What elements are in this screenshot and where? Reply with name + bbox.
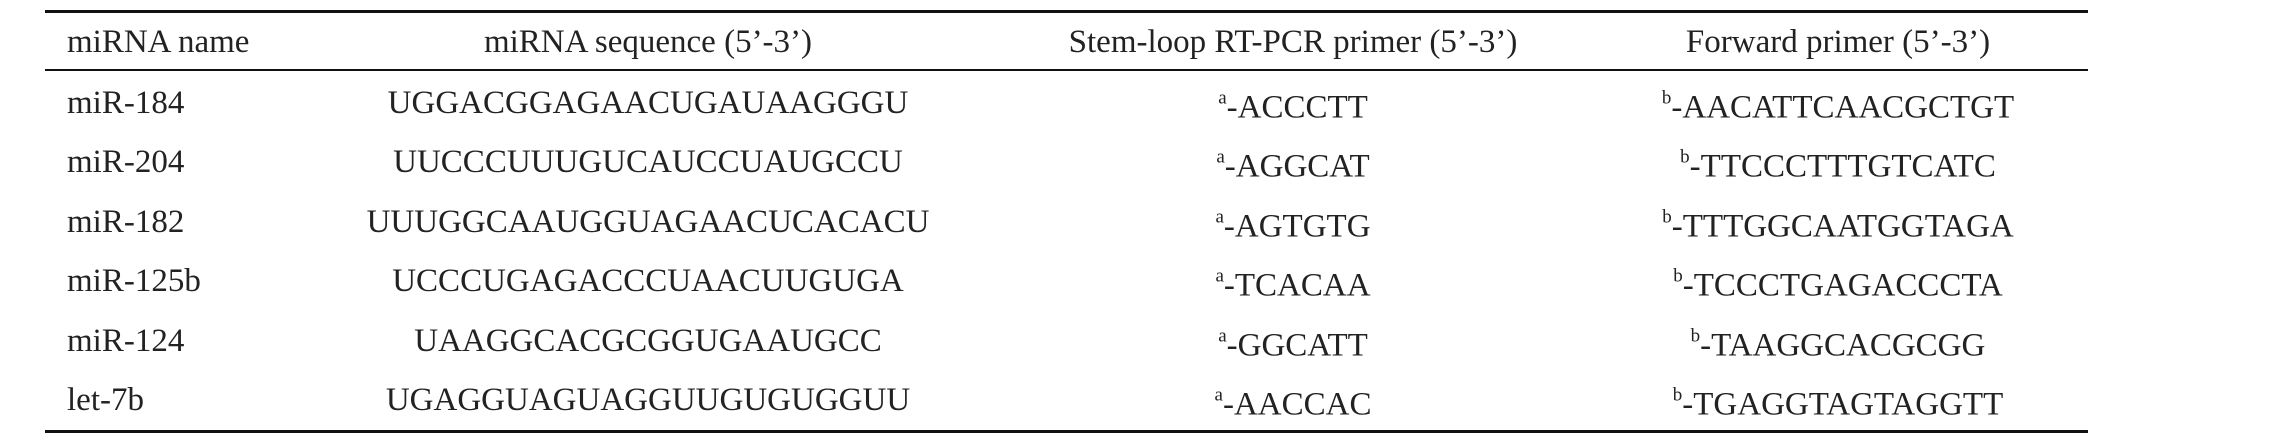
table-cell: a-GGCATT (1218, 316, 1368, 365)
primer-text: -TCCCTGAGACCCTA (1682, 267, 2003, 304)
bottom-rule (45, 430, 2088, 433)
footnote-mark: b (1662, 206, 1672, 228)
header-cell: miRNA name (67, 24, 250, 60)
footnote-mark: b (1680, 146, 1690, 168)
footnote-mark: a (1218, 325, 1227, 347)
primer-text: -AGGCAT (1224, 148, 1370, 185)
table-cell: UGAGGUAGUAGGUUGUGUGGUU (385, 382, 911, 418)
table-cell: miR-184 (67, 85, 185, 121)
header-rule (45, 69, 2088, 71)
primer-text: -AACATTCAACGCTGT (1671, 89, 2015, 126)
table-cell: UGGACGGAGAACUGAUAAGGGU (387, 85, 909, 121)
top-rule (45, 10, 2088, 13)
footnote-mark: a (1215, 265, 1224, 287)
table-cell: a-AGTGTG (1215, 197, 1370, 246)
footnote-mark: b (1661, 87, 1672, 109)
table-cell: let-7b (67, 382, 144, 418)
primer-text: -ACCCTT (1226, 89, 1368, 126)
footnote-mark: a (1218, 87, 1227, 109)
table-cell: UCCCUGAGACCCUAACUUGUGA (392, 263, 904, 300)
table-cell: b-TGAGGTAGTAGGTT (1673, 376, 2003, 425)
table-cell: miR-182 (67, 203, 185, 240)
table-cell: miR-124 (67, 322, 185, 359)
table-cell: UUUGGCAAUGGUAGAACUCACACU (366, 203, 930, 240)
primer-text: -TGAGGTAGTAGGTT (1682, 386, 2004, 423)
footnote-mark: b (1690, 325, 1701, 347)
primer-text: -TTTGGCAATGGTAGA (1671, 208, 2014, 245)
table-cell: UUCCCUUUGUCAUCCUAUGCCU (393, 144, 903, 181)
header-cell: miRNA sequence (5’-3’) (483, 24, 813, 60)
primer-text: -TTCCCTTTGTCATC (1689, 148, 1996, 185)
table-cell: b-TTCCCTTTGTCATC (1680, 138, 1996, 187)
table-cell: a-ACCCTT (1218, 79, 1368, 128)
table-cell: miR-204 (67, 144, 185, 181)
primer-text: -GGCATT (1226, 327, 1368, 364)
table-cell: a-AGGCAT (1216, 138, 1369, 187)
table-cell: b-TCCCTGAGACCCTA (1673, 257, 2003, 306)
table-cell: a-TCACAA (1215, 257, 1370, 306)
table-cell: b-TAAGGCACGCGG (1691, 316, 1986, 365)
header-cell: Forward primer (5’-3’) (1685, 24, 1991, 60)
footnote-mark: a (1215, 206, 1224, 228)
table-cell: b-AACATTCAACGCTGT (1662, 79, 2014, 128)
table-cell: a-AACCAC (1215, 376, 1372, 425)
table-cell: b-TTTGGCAATGGTAGA (1662, 197, 2013, 246)
footnote-mark: b (1672, 384, 1683, 406)
footnote-mark: a (1216, 146, 1225, 168)
table-cell: UAAGGCACGCGGUGAAUGCC (414, 322, 882, 359)
header-cell: Stem-loop RT-PCR primer (5’-3’) (1068, 24, 1518, 60)
primer-text: -AGTGTG (1223, 208, 1371, 245)
primer-text: -TAAGGCACGCGG (1700, 327, 1986, 364)
primer-text: -TCACAA (1223, 267, 1371, 304)
primer-text: -AACCAC (1222, 386, 1372, 423)
footnote-mark: b (1673, 265, 1683, 287)
footnote-mark: a (1214, 384, 1223, 406)
table-cell: miR-125b (67, 263, 201, 300)
